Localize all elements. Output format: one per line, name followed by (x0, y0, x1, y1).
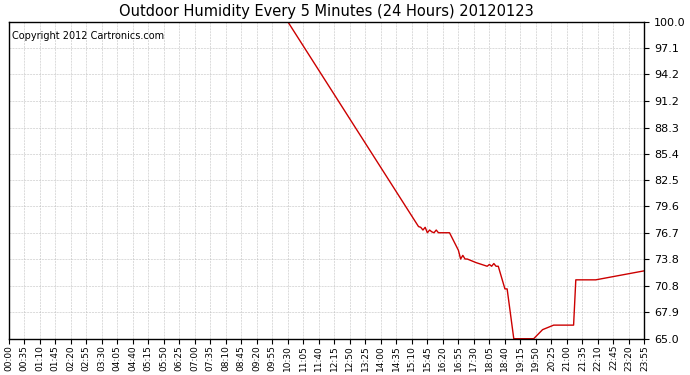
Text: Copyright 2012 Cartronics.com: Copyright 2012 Cartronics.com (12, 31, 164, 41)
Title: Outdoor Humidity Every 5 Minutes (24 Hours) 20120123: Outdoor Humidity Every 5 Minutes (24 Hou… (119, 4, 534, 19)
